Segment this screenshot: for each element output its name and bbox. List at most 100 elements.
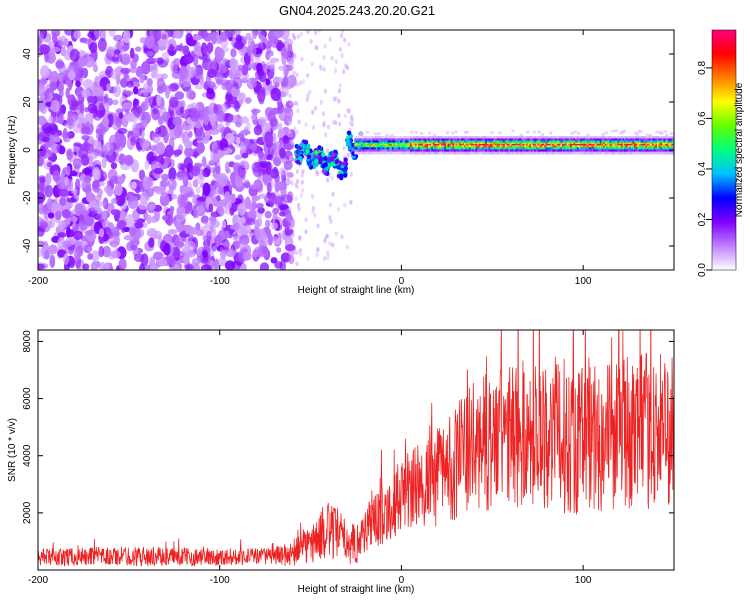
spectrogram-cell bbox=[452, 138, 456, 142]
spectrogram-cell bbox=[671, 149, 674, 153]
spectrogram-cell bbox=[256, 62, 263, 73]
spectrogram-cell bbox=[526, 145, 530, 149]
spectrogram-cell bbox=[619, 131, 623, 135]
spectrogram-cell bbox=[77, 117, 88, 124]
spectrogram-cell bbox=[513, 138, 517, 142]
spectrogram-cell bbox=[429, 136, 433, 139]
spectrogram-cell bbox=[444, 151, 448, 155]
spectrogram-cell bbox=[237, 64, 244, 71]
spectrogram-cell bbox=[219, 250, 227, 259]
spectrogram-cell bbox=[110, 162, 118, 170]
spectrogram-cell bbox=[104, 52, 113, 65]
spectrogram-cell bbox=[73, 249, 81, 260]
spectrogram-cell bbox=[596, 140, 600, 144]
spectrogram-cell bbox=[55, 210, 62, 221]
spectrogram-cell bbox=[323, 256, 327, 261]
spectrogram-cell bbox=[490, 138, 494, 142]
spectrogram-cell bbox=[457, 136, 461, 139]
spectrogram-cell bbox=[60, 132, 71, 138]
spectrogram-cell bbox=[385, 134, 389, 137]
spectrogram-cell bbox=[157, 115, 163, 126]
spectrogram-cell bbox=[614, 140, 618, 144]
spectrogram-cell bbox=[280, 189, 287, 196]
spectrogram-cell bbox=[406, 136, 410, 139]
spectrogram-cell bbox=[267, 148, 274, 158]
spectrogram-cell bbox=[563, 151, 567, 155]
spectrogram-cell bbox=[108, 231, 113, 239]
spectrogram-cell bbox=[365, 143, 370, 147]
spectrogram-cell bbox=[369, 140, 373, 144]
spectrogram-cell bbox=[558, 149, 563, 153]
spectrogram-cell bbox=[275, 76, 284, 84]
spectrogram-cell bbox=[369, 149, 373, 153]
spectrogram-cell bbox=[38, 32, 45, 44]
spectrogram-cell bbox=[321, 152, 326, 158]
spectrogram-cell bbox=[117, 127, 128, 135]
spectrogram-cell bbox=[377, 132, 381, 135]
spectrogram-cell bbox=[306, 160, 312, 166]
spectrogram-cell bbox=[503, 138, 507, 142]
spectrogram-cell bbox=[632, 149, 636, 153]
spectrogram-cell bbox=[627, 138, 631, 142]
spectrogram-cell bbox=[245, 149, 253, 155]
spectrogram-cell bbox=[103, 93, 109, 103]
spectrogram-cell bbox=[470, 136, 474, 139]
x-tick-label: -200 bbox=[28, 575, 48, 586]
spectrogram-cell bbox=[323, 88, 327, 94]
spectrogram-cell bbox=[313, 105, 317, 111]
spectrogram-cell bbox=[591, 143, 595, 147]
spectrogram-cell bbox=[153, 251, 164, 261]
spectrogram-cell bbox=[356, 145, 360, 149]
spectrogram-cell bbox=[50, 70, 59, 83]
spectrogram-cell bbox=[576, 149, 581, 153]
spectrogram-cell bbox=[87, 103, 98, 114]
spectrogram-cell bbox=[201, 156, 207, 167]
spectrogram-x-ticks: -200 -100 0 100 bbox=[28, 30, 592, 287]
spectrogram-cell bbox=[624, 138, 628, 142]
spectrogram-cell bbox=[313, 213, 317, 218]
spectrogram-cell bbox=[66, 226, 71, 238]
spectrogram-cell bbox=[356, 149, 360, 153]
spectrogram-cell bbox=[178, 30, 184, 36]
spectrogram-cell bbox=[87, 31, 95, 38]
spectrogram-cell bbox=[164, 144, 174, 158]
spectrogram-cell bbox=[153, 167, 164, 175]
spectrogram-cell bbox=[337, 113, 341, 118]
spectrogram-cell bbox=[296, 202, 301, 208]
spectrogram-cell bbox=[549, 151, 553, 155]
spectrogram-cell bbox=[383, 145, 388, 149]
spectrogram-cell bbox=[288, 255, 295, 265]
spectrogram-cell bbox=[80, 210, 90, 216]
spectrogram-cell bbox=[374, 140, 378, 144]
spectrogram-cell bbox=[93, 85, 103, 97]
spectrogram-cell bbox=[503, 140, 507, 144]
spectrogram-cell bbox=[137, 228, 145, 238]
spectrogram-cell bbox=[213, 103, 218, 114]
spectrogram-cell bbox=[549, 140, 553, 144]
spectrogram-cell bbox=[288, 79, 296, 88]
spectrogram-cell bbox=[40, 65, 50, 79]
spectrogram-cell bbox=[586, 138, 590, 142]
spectrogram-cell bbox=[591, 140, 595, 144]
spectrogram-cell bbox=[331, 242, 335, 248]
spectrogram-cell bbox=[485, 140, 489, 144]
spectrogram-cell bbox=[573, 151, 577, 155]
spectrogram-cell bbox=[457, 140, 461, 144]
spectrogram-cell bbox=[72, 158, 82, 169]
spectrogram-cell bbox=[266, 61, 275, 70]
spectrogram-cell bbox=[465, 131, 469, 134]
spectrogram-cell bbox=[383, 138, 388, 142]
spectrogram-cell bbox=[297, 119, 301, 125]
spectrogram-cell bbox=[207, 81, 216, 89]
spectrogram-cell bbox=[378, 143, 383, 147]
spectrogram-cell bbox=[139, 119, 148, 128]
spectrogram-cell bbox=[490, 151, 494, 155]
spectrogram-cell bbox=[665, 149, 669, 153]
spectrogram-cell bbox=[230, 193, 236, 204]
spectrogram-cell bbox=[108, 30, 116, 37]
spectrogram-cell bbox=[87, 152, 99, 160]
spectrogram-cell bbox=[310, 194, 315, 199]
spectrogram-cell bbox=[106, 83, 112, 91]
spectrogram-cell bbox=[462, 140, 466, 144]
